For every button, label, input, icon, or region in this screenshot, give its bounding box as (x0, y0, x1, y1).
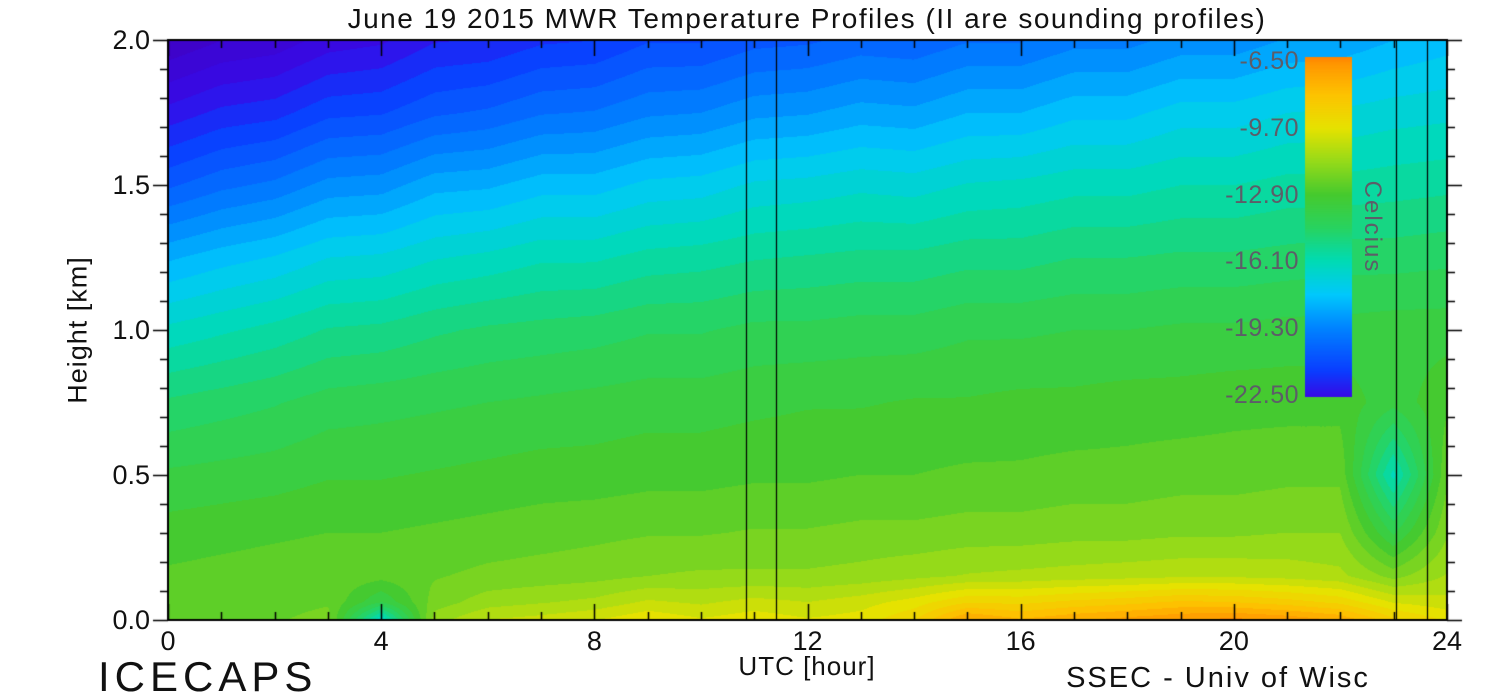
y-tick-label: 2.0 (112, 25, 150, 55)
colorbar-tick-label: -6.50 (1239, 47, 1299, 76)
colorbar-tick-label: -16.10 (1225, 247, 1299, 276)
colorbar-tick-label: -22.50 (1225, 380, 1299, 409)
y-tick-label: 1.0 (112, 315, 150, 345)
colorbar-tick-label: -19.30 (1225, 314, 1299, 343)
x-tick-label: 20 (1218, 626, 1249, 656)
x-tick-label: 24 (1431, 626, 1463, 656)
colorbar-unit-label: Celcius (1359, 180, 1386, 274)
y-tick-label: 0.5 (112, 460, 150, 490)
x-axis-title: UTC [hour] (738, 651, 876, 681)
x-tick-label: 16 (1005, 626, 1036, 656)
x-tick-label: 12 (792, 626, 823, 656)
project-label-icecaps: ICECAPS (98, 653, 318, 700)
y-tick-label: 0.0 (112, 605, 150, 635)
x-tick-label: 8 (586, 626, 602, 656)
x-tick-label: 0 (160, 626, 176, 656)
credit-label-ssec: SSEC - Univ of Wisc (1066, 662, 1370, 694)
y-tick-label: 1.5 (112, 170, 150, 200)
colorbar-tick-label: -12.90 (1225, 180, 1299, 209)
chart-title: June 19 2015 MWR Temperature Profiles (I… (347, 3, 1267, 34)
colorbar-tick-label: -9.70 (1239, 113, 1299, 142)
x-tick-label: 4 (373, 626, 389, 656)
